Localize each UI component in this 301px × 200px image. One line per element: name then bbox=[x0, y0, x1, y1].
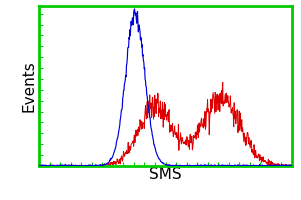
X-axis label: SMS: SMS bbox=[149, 167, 182, 182]
Y-axis label: Events: Events bbox=[21, 60, 36, 112]
